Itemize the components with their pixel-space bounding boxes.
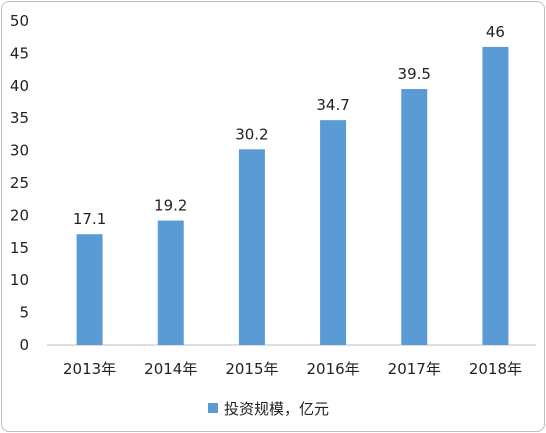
data-label: 19.2	[154, 197, 187, 215]
y-tick-label: 40	[10, 77, 29, 95]
y-tick-label: 5	[19, 304, 29, 322]
x-tick-label: 2015年	[225, 360, 278, 378]
x-tick-label: 2016年	[306, 360, 359, 378]
data-label: 46	[486, 23, 505, 41]
y-tick-label: 25	[10, 174, 29, 192]
y-tick-label: 10	[10, 271, 29, 289]
bar	[238, 149, 265, 345]
bar	[320, 120, 347, 345]
bar	[76, 234, 103, 345]
y-tick-label: 45	[10, 44, 29, 62]
x-tick-label: 2017年	[388, 360, 441, 378]
y-tick-label: 0	[19, 336, 29, 354]
data-label: 34.7	[316, 96, 349, 114]
legend-label: 投资规模，亿元	[224, 400, 329, 418]
y-axis-ticks: 0 5 10 15 20 25 30 35 40 45 50	[10, 12, 29, 354]
legend-swatch	[208, 403, 218, 413]
y-tick-label: 20	[10, 206, 29, 224]
x-tick-label: 2014年	[144, 360, 197, 378]
legend: 投资规模，亿元	[208, 400, 329, 418]
y-tick-label: 35	[10, 109, 29, 127]
y-tick-label: 15	[10, 239, 29, 257]
data-label: 30.2	[235, 125, 268, 143]
x-axis-ticks: 2013年 2014年 2015年 2016年 2017年 2018年	[63, 360, 522, 378]
data-label: 39.5	[398, 65, 431, 83]
bars	[76, 46, 509, 346]
y-tick-label: 50	[10, 12, 29, 30]
x-tick-label: 2018年	[469, 360, 522, 378]
y-tick-label: 30	[10, 142, 29, 160]
data-label: 17.1	[73, 210, 106, 228]
bar	[401, 89, 428, 345]
bar	[157, 220, 184, 345]
data-labels: 17.1 19.2 30.2 34.7 39.5 46	[73, 23, 505, 228]
x-tick-label: 2013年	[63, 360, 116, 378]
bar	[482, 46, 509, 346]
